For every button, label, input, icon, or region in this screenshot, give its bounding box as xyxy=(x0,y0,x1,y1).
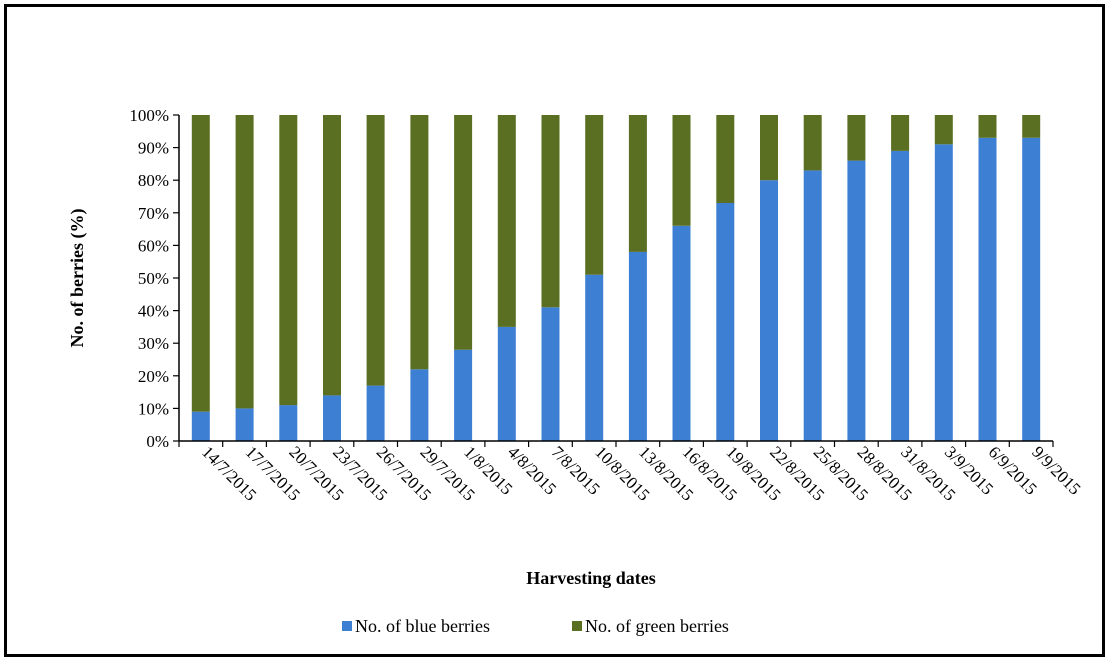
bar-green-1 xyxy=(235,115,254,409)
y-axis-title: No. of berries (%) xyxy=(67,209,88,348)
bar-green-13 xyxy=(760,115,778,181)
legend-label-green: No. of green berries xyxy=(585,616,729,636)
bar-blue-14 xyxy=(803,170,822,441)
bar-green-19 xyxy=(1022,115,1041,138)
bar-green-10 xyxy=(628,115,647,252)
axes-group xyxy=(173,114,1054,447)
bar-green-8 xyxy=(541,115,560,308)
y-tick-label: 80% xyxy=(138,171,169,190)
legend-swatch-blue xyxy=(342,621,352,631)
bar-blue-4 xyxy=(366,385,385,441)
bar-blue-19 xyxy=(1022,137,1041,442)
y-tick-label: 90% xyxy=(138,139,169,158)
bar-blue-2 xyxy=(279,405,298,441)
bar-green-7 xyxy=(497,115,516,327)
legend-label-blue: No. of blue berries xyxy=(355,616,490,636)
bar-blue-12 xyxy=(716,203,735,441)
bar-blue-0 xyxy=(191,411,210,441)
y-tick-label: 60% xyxy=(138,236,169,255)
bar-green-6 xyxy=(454,115,473,350)
bar-blue-6 xyxy=(454,349,473,441)
bar-green-15 xyxy=(847,115,866,161)
bar-blue-11 xyxy=(672,225,691,441)
bar-green-0 xyxy=(191,115,210,412)
bar-blue-7 xyxy=(497,326,516,441)
bar-blue-9 xyxy=(585,274,604,441)
y-tick-label: 20% xyxy=(138,367,169,386)
bar-blue-5 xyxy=(410,369,429,441)
chart-frame: 0% 10% 20% 30% 40% 50% 60% 70% 80% 90% 100% 14/7/2… xyxy=(4,4,1105,657)
x-axis-title: Harvesting dates xyxy=(526,568,656,588)
y-tick-label: 50% xyxy=(138,269,169,288)
bar-blue-8 xyxy=(541,307,560,441)
bar-blue-10 xyxy=(628,251,647,441)
stacked-bar-chart: 0% 10% 20% 30% 40% 50% 60% 70% 80% 90% 100% 14/7/2… xyxy=(67,106,1085,636)
legend-swatch-green xyxy=(572,621,582,631)
bar-blue-16 xyxy=(891,150,910,441)
y-tick-label: 10% xyxy=(138,399,169,418)
y-tick-label: 70% xyxy=(138,204,169,223)
bar-blue-13 xyxy=(760,180,778,441)
bars-group xyxy=(191,115,1041,442)
bar-green-16 xyxy=(891,115,910,151)
bar-green-18 xyxy=(978,115,997,138)
bar-blue-17 xyxy=(934,144,953,442)
x-tick-labels: 14/7/201517/7/201520/7/201523/7/201526/7… xyxy=(198,442,1084,504)
bar-blue-18 xyxy=(978,137,997,442)
bar-green-3 xyxy=(323,115,341,396)
y-tick-label: 40% xyxy=(138,302,169,321)
y-tick-label: 0% xyxy=(146,432,169,451)
y-tick-labels: 0% 10% 20% 30% 40% 50% 60% 70% 80% 90% 100% xyxy=(129,106,169,451)
bar-green-11 xyxy=(672,115,691,226)
bar-green-2 xyxy=(279,115,298,406)
bar-green-12 xyxy=(716,115,735,203)
bar-green-5 xyxy=(410,115,429,370)
legend: No. of blue berries No. of green berries xyxy=(342,616,729,636)
bar-blue-1 xyxy=(235,408,254,441)
bar-green-17 xyxy=(934,115,953,145)
bar-green-14 xyxy=(803,115,822,171)
y-tick-label: 30% xyxy=(138,334,169,353)
bar-green-9 xyxy=(585,115,604,275)
x-tick-label: 9/9/2015 xyxy=(1028,442,1084,498)
y-tick-label: 100% xyxy=(129,106,169,125)
bar-green-4 xyxy=(366,115,385,386)
bar-blue-15 xyxy=(847,160,866,441)
bar-blue-3 xyxy=(323,395,341,441)
